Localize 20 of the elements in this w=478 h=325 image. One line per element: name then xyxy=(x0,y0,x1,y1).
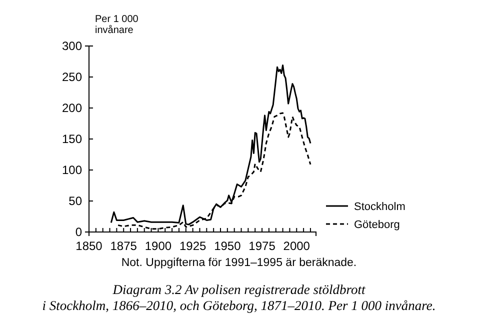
x-tick-label: 1925 xyxy=(179,238,206,253)
y-tick-label: 50 xyxy=(68,194,82,208)
x-tick-label: 1975 xyxy=(248,238,276,253)
text: Not. Uppgifterna för 1991–1995 är beräknade. xyxy=(121,257,357,269)
x-tick-label: 1950 xyxy=(214,238,242,253)
x-tick-label: 1875 xyxy=(110,238,138,253)
y-tick-label: 100 xyxy=(62,162,82,177)
y-tick-label: 200 xyxy=(62,100,82,115)
y-tick-label: 300 xyxy=(62,38,82,53)
legend-label: Stockholm xyxy=(354,201,406,213)
y-tick-label: 250 xyxy=(62,70,82,84)
x-tick-label: 1900 xyxy=(144,238,172,253)
legend-label: Göteborg xyxy=(354,219,400,231)
x-tick-label: 1850 xyxy=(76,238,103,253)
text: Diagram 3.2 Av polisen registrerade stöldbrott i Stockholm, 1866–2010, och Göteborg, 1871–2010. Per 1 000 invånare. xyxy=(42,282,436,313)
line-series xyxy=(110,64,312,226)
x-tick-label: 2000 xyxy=(283,238,310,253)
y-tick-label: 150 xyxy=(62,132,82,146)
y-axis-title: Per 1 000 invånare xyxy=(95,14,139,36)
y-tick-label: 0 xyxy=(75,224,82,239)
